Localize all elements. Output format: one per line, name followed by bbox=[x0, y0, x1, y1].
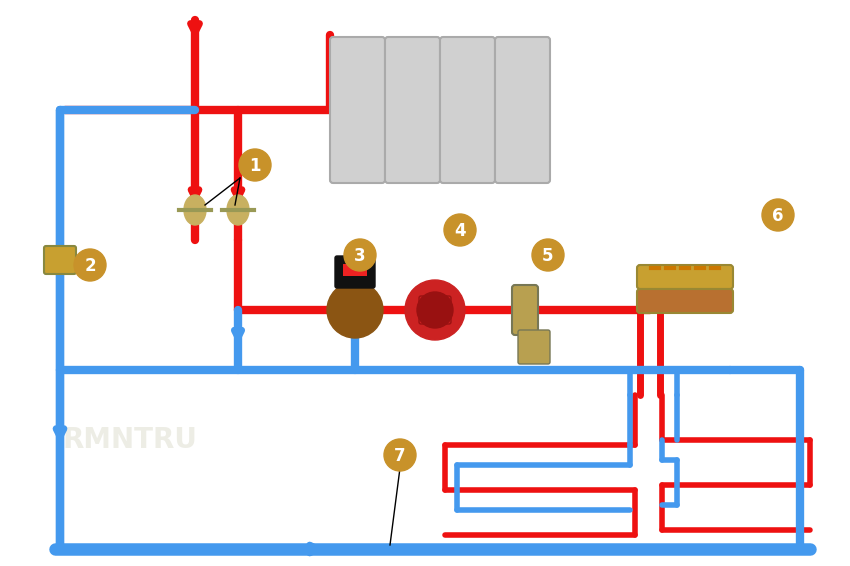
FancyBboxPatch shape bbox=[440, 37, 495, 183]
Text: 5: 5 bbox=[542, 247, 553, 265]
Circle shape bbox=[532, 239, 564, 271]
FancyBboxPatch shape bbox=[495, 37, 550, 183]
FancyBboxPatch shape bbox=[637, 265, 733, 289]
Text: 3: 3 bbox=[354, 247, 366, 265]
FancyBboxPatch shape bbox=[343, 264, 367, 276]
FancyBboxPatch shape bbox=[419, 296, 451, 324]
Ellipse shape bbox=[184, 195, 206, 225]
FancyBboxPatch shape bbox=[330, 37, 385, 183]
FancyBboxPatch shape bbox=[518, 330, 550, 364]
Circle shape bbox=[405, 280, 465, 340]
FancyBboxPatch shape bbox=[512, 285, 538, 335]
Text: RMNTRU: RMNTRU bbox=[63, 426, 197, 454]
Circle shape bbox=[417, 292, 453, 328]
FancyBboxPatch shape bbox=[385, 37, 440, 183]
Text: 4: 4 bbox=[454, 222, 466, 240]
Circle shape bbox=[327, 282, 383, 338]
Circle shape bbox=[762, 199, 794, 231]
Circle shape bbox=[344, 239, 376, 271]
Text: 2: 2 bbox=[84, 257, 96, 275]
Text: 7: 7 bbox=[394, 447, 405, 465]
Text: 1: 1 bbox=[249, 157, 261, 175]
FancyBboxPatch shape bbox=[637, 289, 733, 313]
Circle shape bbox=[384, 439, 416, 471]
Circle shape bbox=[74, 249, 106, 281]
Ellipse shape bbox=[227, 195, 249, 225]
Circle shape bbox=[444, 214, 476, 246]
Text: 6: 6 bbox=[773, 207, 784, 225]
FancyBboxPatch shape bbox=[335, 256, 375, 288]
FancyBboxPatch shape bbox=[44, 246, 76, 274]
Circle shape bbox=[239, 149, 271, 181]
